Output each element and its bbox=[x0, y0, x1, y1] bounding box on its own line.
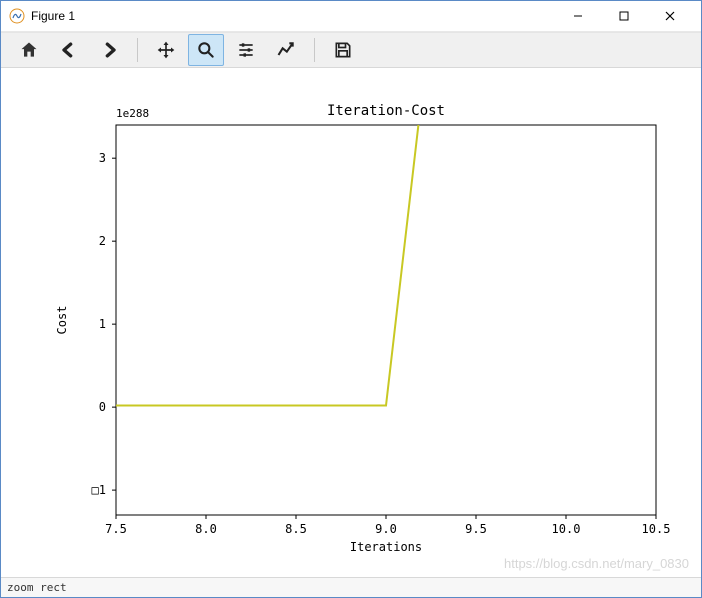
svg-text:Cost: Cost bbox=[55, 305, 69, 334]
svg-text:Iterations: Iterations bbox=[350, 540, 422, 554]
figure-window: Figure 1 bbox=[0, 0, 702, 598]
separator bbox=[137, 38, 138, 62]
status-text: zoom rect bbox=[7, 581, 67, 594]
titlebar: Figure 1 bbox=[1, 1, 701, 32]
svg-text:10.5: 10.5 bbox=[642, 522, 671, 536]
svg-text:8.5: 8.5 bbox=[285, 522, 307, 536]
save-button[interactable] bbox=[325, 34, 361, 66]
svg-text:7.5: 7.5 bbox=[105, 522, 127, 536]
maximize-button[interactable] bbox=[601, 1, 647, 31]
svg-text:□1: □1 bbox=[92, 483, 106, 497]
home-button[interactable] bbox=[11, 34, 47, 66]
svg-text:2: 2 bbox=[99, 234, 106, 248]
configure-subplots-button[interactable] bbox=[228, 34, 264, 66]
svg-text:9.5: 9.5 bbox=[465, 522, 487, 536]
svg-text:8.0: 8.0 bbox=[195, 522, 217, 536]
minimize-button[interactable] bbox=[555, 1, 601, 31]
svg-text:Iteration-Cost: Iteration-Cost bbox=[327, 103, 445, 119]
status-bar: zoom rect bbox=[1, 577, 701, 597]
svg-text:10.0: 10.0 bbox=[552, 522, 581, 536]
zoom-button[interactable] bbox=[188, 34, 224, 66]
svg-text:1e288: 1e288 bbox=[116, 107, 149, 120]
toolbar bbox=[1, 32, 701, 68]
close-button[interactable] bbox=[647, 1, 693, 31]
edit-axes-button[interactable] bbox=[268, 34, 304, 66]
window-controls bbox=[555, 1, 693, 31]
forward-button[interactable] bbox=[91, 34, 127, 66]
back-button[interactable] bbox=[51, 34, 87, 66]
separator bbox=[314, 38, 315, 62]
app-icon bbox=[9, 8, 25, 24]
svg-text:1: 1 bbox=[99, 317, 106, 331]
chart-canvas: 7.5 8.0 8.5 9.0 9.5 10.0 10.5 □1 0 1 2 3 1e288 Iterat… bbox=[1, 68, 701, 574]
pan-button[interactable] bbox=[148, 34, 184, 66]
svg-text:9.0: 9.0 bbox=[375, 522, 397, 536]
window-title: Figure 1 bbox=[31, 9, 555, 23]
plot-area[interactable]: 7.5 8.0 8.5 9.0 9.5 10.0 10.5 □1 0 1 2 3 1e288 Iterat… bbox=[1, 68, 701, 577]
svg-text:0: 0 bbox=[99, 400, 106, 414]
svg-text:3: 3 bbox=[99, 151, 106, 165]
